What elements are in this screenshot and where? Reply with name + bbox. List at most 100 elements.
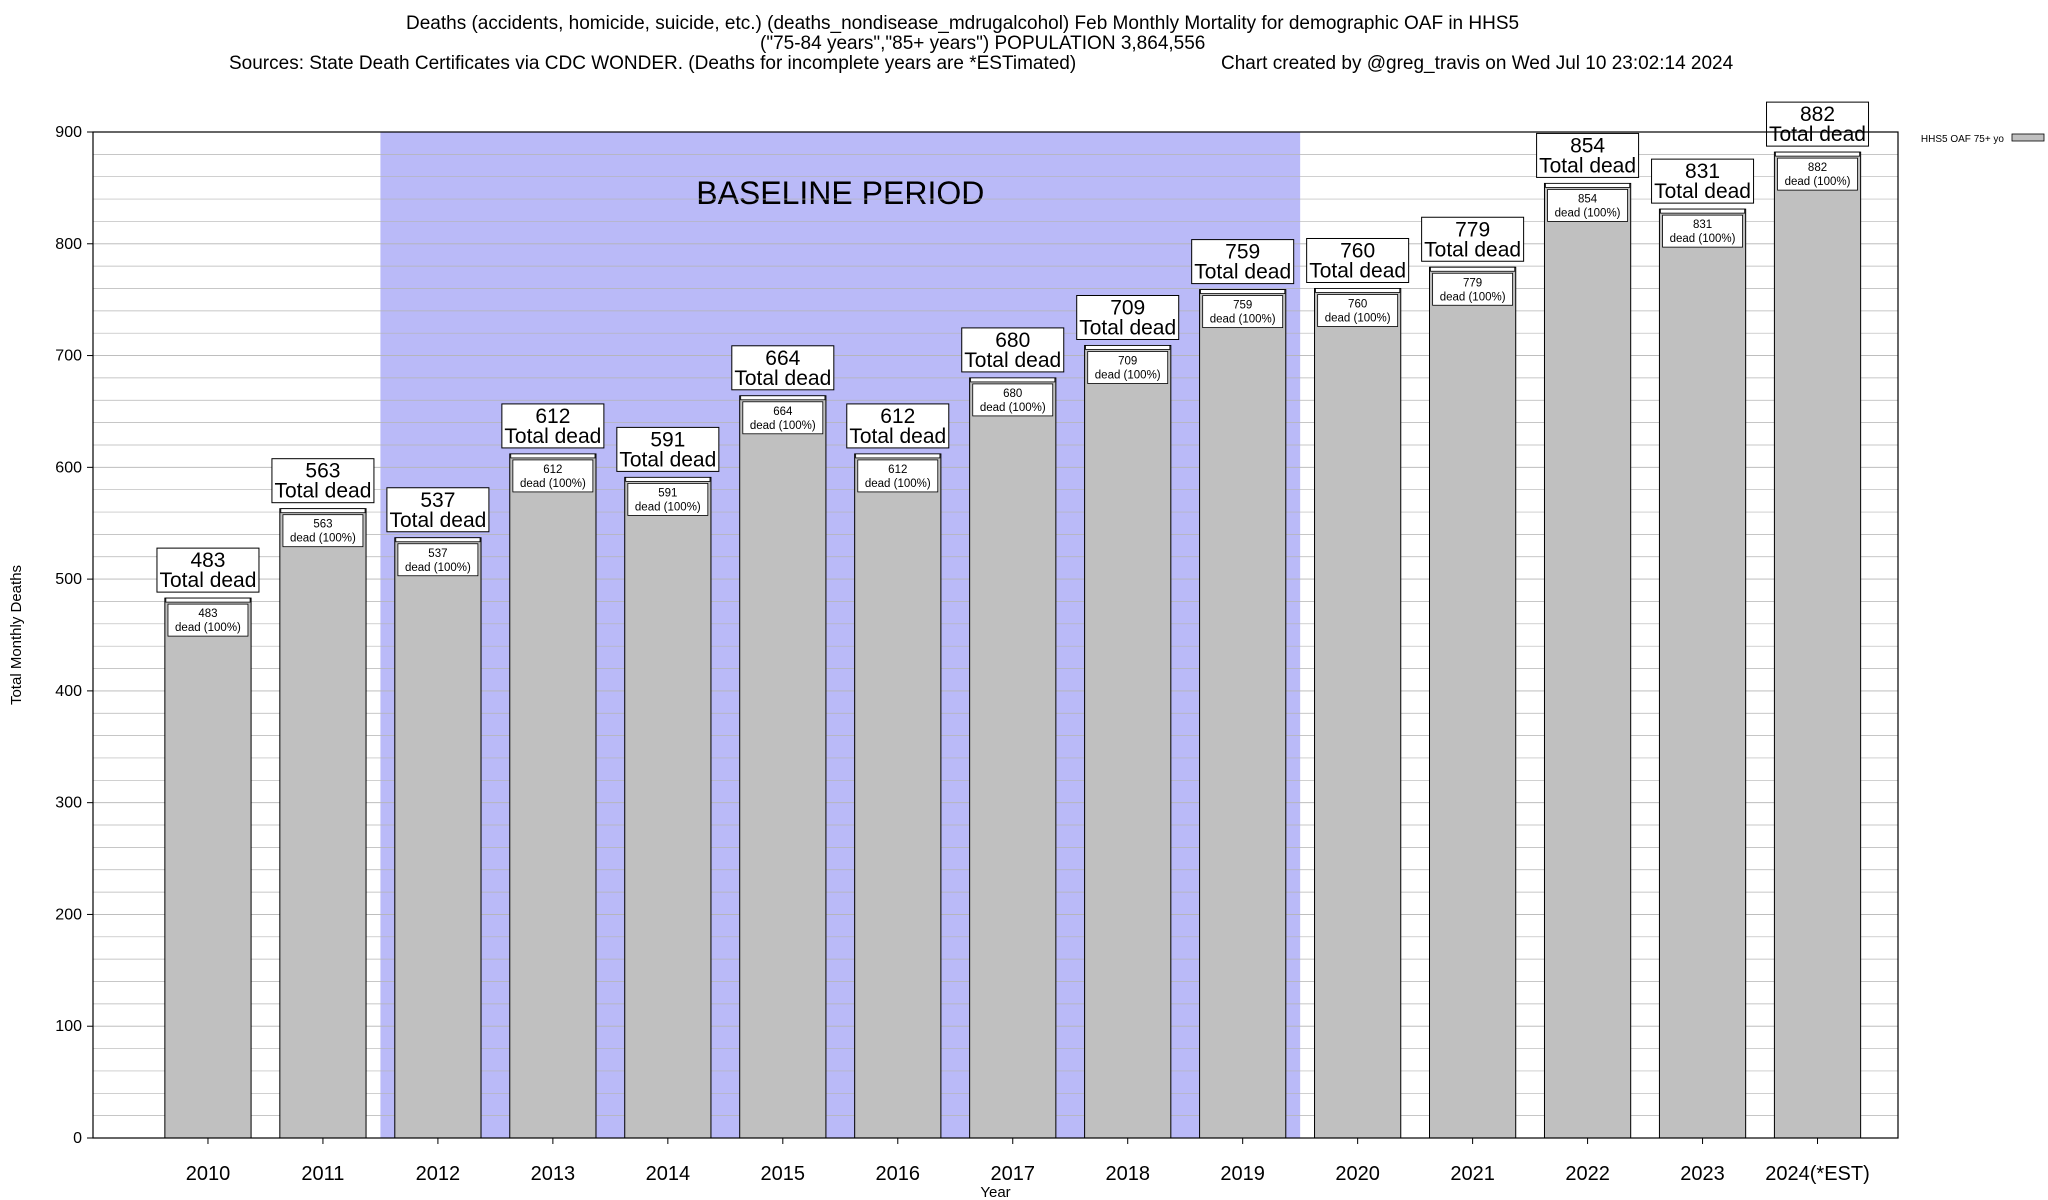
y-tick-label: 300 xyxy=(55,795,82,812)
x-tick-label: 2014 xyxy=(646,1163,691,1185)
total-value-label: 882 xyxy=(1800,103,1835,126)
bar-top-strip xyxy=(510,453,596,459)
y-tick-label: 500 xyxy=(55,571,82,588)
y-tick-label: 400 xyxy=(55,683,82,700)
legend-swatch xyxy=(2011,133,2045,142)
inner-label-box xyxy=(972,383,1054,417)
inner-label-box xyxy=(857,459,939,493)
inner-value-label: 612 xyxy=(543,464,562,476)
bar-top-strip xyxy=(280,508,366,514)
inner-label-box xyxy=(742,401,824,435)
total-value-label: 612 xyxy=(535,405,570,428)
inner-percent-label: dead (100%) xyxy=(1555,207,1621,219)
total-dead-label: Total dead xyxy=(1539,154,1636,177)
y-tick-label: 100 xyxy=(55,1018,82,1035)
bar xyxy=(1199,289,1287,1139)
bar-top-strip xyxy=(625,476,711,482)
total-value-label: 483 xyxy=(190,549,225,572)
inner-value-label: 831 xyxy=(1693,219,1712,231)
y-tick-label: 800 xyxy=(55,236,82,253)
outer-label-box xyxy=(1536,132,1640,178)
total-dead-label: Total dead xyxy=(1194,261,1291,284)
total-value-label: 760 xyxy=(1340,239,1375,262)
bar xyxy=(1658,208,1747,1139)
bar-top-strip xyxy=(1315,288,1401,293)
bar xyxy=(279,508,367,1139)
total-value-label: 709 xyxy=(1110,296,1145,319)
chart-credit: Chart created by @greg_travis on Wed Jul… xyxy=(1221,53,1734,74)
bar-top-strip xyxy=(1775,151,1861,157)
bar-top-strip xyxy=(1200,289,1286,295)
bar xyxy=(624,476,712,1139)
x-tick-label: 2016 xyxy=(876,1163,921,1185)
total-dead-label: Total dead xyxy=(1769,123,1866,146)
chart-subtitle: ("75-84 years","85+ years") POPULATION 3… xyxy=(760,33,1206,54)
inner-percent-label: dead (100%) xyxy=(865,478,931,490)
bar-top-strip xyxy=(395,537,481,543)
x-tick-label: 2010 xyxy=(186,1163,231,1185)
inner-value-label: 483 xyxy=(198,608,217,620)
total-value-label: 612 xyxy=(880,405,915,428)
total-dead-label: Total dead xyxy=(964,349,1061,372)
outer-label-box xyxy=(386,487,490,533)
outer-label-box xyxy=(501,403,605,449)
total-value-label: 680 xyxy=(995,329,1030,352)
outer-label-box xyxy=(1421,216,1525,262)
inner-percent-label: dead (100%) xyxy=(1325,312,1391,324)
total-dead-label: Total dead xyxy=(1654,180,1751,203)
total-dead-label: Total dead xyxy=(274,480,371,503)
bar-top-strip xyxy=(970,377,1056,383)
bar xyxy=(739,395,827,1139)
outer-label-box xyxy=(846,403,950,449)
total-value-label: 537 xyxy=(420,489,455,512)
total-dead-label: Total dead xyxy=(1424,238,1521,261)
bar xyxy=(394,537,482,1139)
outer-label-box xyxy=(156,547,260,593)
inner-label-box xyxy=(627,482,709,516)
total-dead-label: Total dead xyxy=(1079,316,1176,339)
inner-percent-label: dead (100%) xyxy=(1210,314,1276,326)
x-tick-label: 2024(*EST) xyxy=(1765,1163,1870,1185)
bar xyxy=(1314,287,1402,1139)
outer-label-box xyxy=(1651,158,1755,204)
inner-percent-label: dead (100%) xyxy=(1670,233,1736,245)
inner-percent-label: dead (100%) xyxy=(175,622,241,634)
total-dead-label: Total dead xyxy=(160,569,257,592)
inner-value-label: 680 xyxy=(1003,388,1022,400)
inner-value-label: 760 xyxy=(1348,298,1367,310)
bar-top-strip xyxy=(740,395,826,401)
inner-label-box xyxy=(167,603,249,637)
total-value-label: 591 xyxy=(650,428,685,451)
x-axis-title: Year xyxy=(980,1184,1010,1200)
inner-value-label: 709 xyxy=(1118,355,1137,367)
plot-frame xyxy=(92,131,1899,1139)
inner-percent-label: dead (100%) xyxy=(750,420,816,432)
x-tick-label: 2023 xyxy=(1680,1163,1725,1185)
inner-label-box xyxy=(1547,189,1628,222)
inner-value-label: 759 xyxy=(1233,300,1252,312)
total-dead-label: Total dead xyxy=(504,425,601,448)
bar xyxy=(969,377,1057,1139)
inner-percent-label: dead (100%) xyxy=(1440,291,1506,303)
legend-label: HHS5 OAF 75+ yo xyxy=(1921,134,2005,145)
inner-value-label: 537 xyxy=(428,548,447,560)
bar xyxy=(854,453,942,1139)
x-tick-label: 2021 xyxy=(1450,1163,1495,1185)
bar xyxy=(164,597,252,1139)
chart-sources: Sources: State Death Certificates via CD… xyxy=(229,53,1077,74)
inner-value-label: 664 xyxy=(773,406,793,418)
x-tick-label: 2022 xyxy=(1565,1163,1610,1185)
inner-value-label: 612 xyxy=(888,464,907,476)
bar xyxy=(1084,344,1172,1139)
inner-value-label: 854 xyxy=(1578,193,1598,205)
inner-label-box xyxy=(397,543,479,577)
inner-percent-label: dead (100%) xyxy=(405,562,471,574)
inner-percent-label: dead (100%) xyxy=(980,402,1046,414)
x-tick-label: 2013 xyxy=(531,1163,576,1185)
bar-top-strip xyxy=(855,453,941,459)
x-tick-label: 2012 xyxy=(416,1163,461,1185)
total-dead-label: Total dead xyxy=(389,509,486,532)
inner-value-label: 882 xyxy=(1808,162,1827,174)
bar xyxy=(1543,182,1632,1139)
